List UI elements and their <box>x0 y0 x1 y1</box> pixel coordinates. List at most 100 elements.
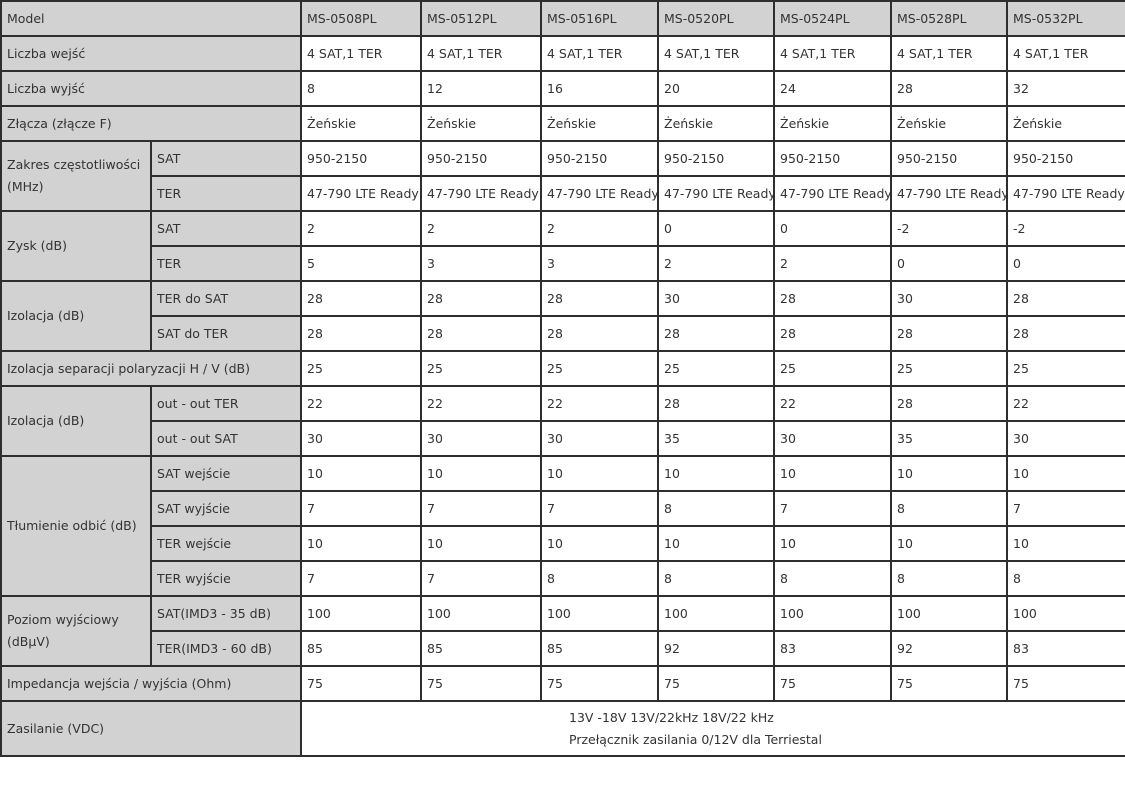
value-cell: 75 <box>657 665 775 702</box>
table-row: SAT wyjście 7 7 7 8 7 8 7 <box>1 490 1125 527</box>
power-value: 13V -18V 13V/22kHz 18V/22 kHz Przełącznik… <box>300 700 1125 757</box>
value-cell: 100 <box>540 595 659 632</box>
value-cell: 75 <box>1006 665 1125 702</box>
row-sublabel: TER <box>150 245 302 282</box>
row-sublabel: TER(IMD3 - 60 dB) <box>150 630 302 667</box>
value-cell: 92 <box>890 630 1008 667</box>
spec-table: Model MS-0508PL MS-0512PL MS-0516PL MS-0520P… <box>0 0 1125 757</box>
value-cell: 8 <box>890 560 1008 597</box>
value-cell: 7 <box>300 490 422 527</box>
table-row: Liczba wyjść 8 12 16 20 24 28 32 <box>0 70 1125 107</box>
value-cell: 4 SAT,1 TER <box>657 35 775 72</box>
row-group-label: Zakres częstotliwości (MHz) <box>0 140 152 212</box>
value-cell: 10 <box>890 525 1008 562</box>
value-cell: 85 <box>300 630 422 667</box>
value-cell: 10 <box>657 525 775 562</box>
value-cell: 83 <box>773 630 892 667</box>
value-cell: 0 <box>1006 245 1125 282</box>
value-cell: Żeńskie <box>540 105 659 142</box>
value-cell: 25 <box>420 350 542 387</box>
value-cell: Żeńskie <box>420 105 542 142</box>
value-cell: 28 <box>773 315 892 352</box>
value-cell: 2 <box>540 210 659 247</box>
row-sublabel: SAT <box>150 140 302 177</box>
value-cell: 8 <box>300 70 422 107</box>
table-row: Liczba wejść 4 SAT,1 TER 4 SAT,1 TER 4 SAT,… <box>0 35 1125 72</box>
value-cell: 47-790 LTE Ready <box>657 175 775 212</box>
table-row: Złącza (złącze F) Żeńskie Żeńskie Żeńskie Że… <box>0 105 1125 142</box>
value-cell: 8 <box>657 490 775 527</box>
value-cell: 16 <box>540 70 659 107</box>
value-cell: 28 <box>657 315 775 352</box>
value-cell: 25 <box>890 350 1008 387</box>
value-cell: 10 <box>300 455 422 492</box>
value-cell: 28 <box>890 70 1008 107</box>
value-cell: -2 <box>1006 210 1125 247</box>
power-label: Zasilanie (VDC) <box>0 700 302 757</box>
row-sublabel: out - out SAT <box>150 420 302 457</box>
value-cell: 12 <box>420 70 542 107</box>
model-header: MS-0532PL <box>1006 0 1125 37</box>
value-cell: 75 <box>300 665 422 702</box>
value-cell: 10 <box>300 525 422 562</box>
table-row: Impedancja wejścia / wyjścia (Ohm) 75 75 75… <box>0 665 1125 702</box>
value-cell: 35 <box>890 420 1008 457</box>
value-cell: 7 <box>420 490 542 527</box>
value-cell: 100 <box>420 595 542 632</box>
power-line: 13V -18V 13V/22kHz 18V/22 kHz <box>569 709 774 725</box>
value-cell: 950-2150 <box>773 140 892 177</box>
value-cell: 30 <box>1006 420 1125 457</box>
value-cell: 75 <box>420 665 542 702</box>
value-cell: 8 <box>657 560 775 597</box>
value-cell: 25 <box>773 350 892 387</box>
value-cell: 30 <box>420 420 542 457</box>
table-row: SAT do TER 28 28 28 28 28 28 28 <box>1 315 1125 352</box>
value-cell: 75 <box>540 665 659 702</box>
row-sublabel: out - out TER <box>150 385 302 422</box>
value-cell: 3 <box>420 245 542 282</box>
value-cell: 30 <box>300 420 422 457</box>
table-row: TER(IMD3 - 60 dB) 85 85 85 92 83 92 83 <box>1 630 1125 667</box>
power-line: Przełącznik zasilania 0/12V dla Terriest… <box>569 731 822 747</box>
value-cell: 10 <box>420 455 542 492</box>
row-sublabel: SAT do TER <box>150 315 302 352</box>
value-cell: 24 <box>773 70 892 107</box>
table-row: TER wyjście 7 7 8 8 8 8 8 <box>1 560 1125 597</box>
value-cell: 28 <box>540 315 659 352</box>
value-cell: 10 <box>657 455 775 492</box>
value-cell: 100 <box>890 595 1008 632</box>
value-cell: -2 <box>890 210 1008 247</box>
value-cell: 92 <box>657 630 775 667</box>
value-cell: 7 <box>540 490 659 527</box>
value-cell: 30 <box>657 280 775 317</box>
value-cell: 10 <box>773 525 892 562</box>
row-label: Izolacja separacji polaryzacji H / V (dB… <box>0 350 302 387</box>
value-cell: 100 <box>773 595 892 632</box>
row-sublabel: TER wejście <box>150 525 302 562</box>
value-cell: 30 <box>890 280 1008 317</box>
value-cell: 28 <box>890 315 1008 352</box>
value-cell: 2 <box>773 245 892 282</box>
model-header: MS-0512PL <box>420 0 542 37</box>
row-sublabel: SAT <box>150 210 302 247</box>
value-cell: 47-790 LTE Ready <box>773 175 892 212</box>
table-row: TER 47-790 LTE Ready 47-790 LTE Ready 47-79… <box>1 175 1125 212</box>
value-cell: 950-2150 <box>1006 140 1125 177</box>
value-cell: 47-790 LTE Ready <box>1006 175 1125 212</box>
value-cell: 950-2150 <box>300 140 422 177</box>
value-cell: 30 <box>540 420 659 457</box>
value-cell: 28 <box>420 280 542 317</box>
value-cell: 25 <box>540 350 659 387</box>
value-cell: 47-790 LTE Ready <box>890 175 1008 212</box>
value-cell: 10 <box>420 525 542 562</box>
value-cell: 10 <box>773 455 892 492</box>
value-cell: 28 <box>300 315 422 352</box>
value-cell: 47-790 LTE Ready <box>540 175 659 212</box>
value-cell: 28 <box>1006 280 1125 317</box>
value-cell: 4 SAT,1 TER <box>773 35 892 72</box>
value-cell: 3 <box>540 245 659 282</box>
value-cell: 10 <box>890 455 1008 492</box>
value-cell: 950-2150 <box>540 140 659 177</box>
value-cell: 28 <box>420 315 542 352</box>
value-cell: 4 SAT,1 TER <box>890 35 1008 72</box>
